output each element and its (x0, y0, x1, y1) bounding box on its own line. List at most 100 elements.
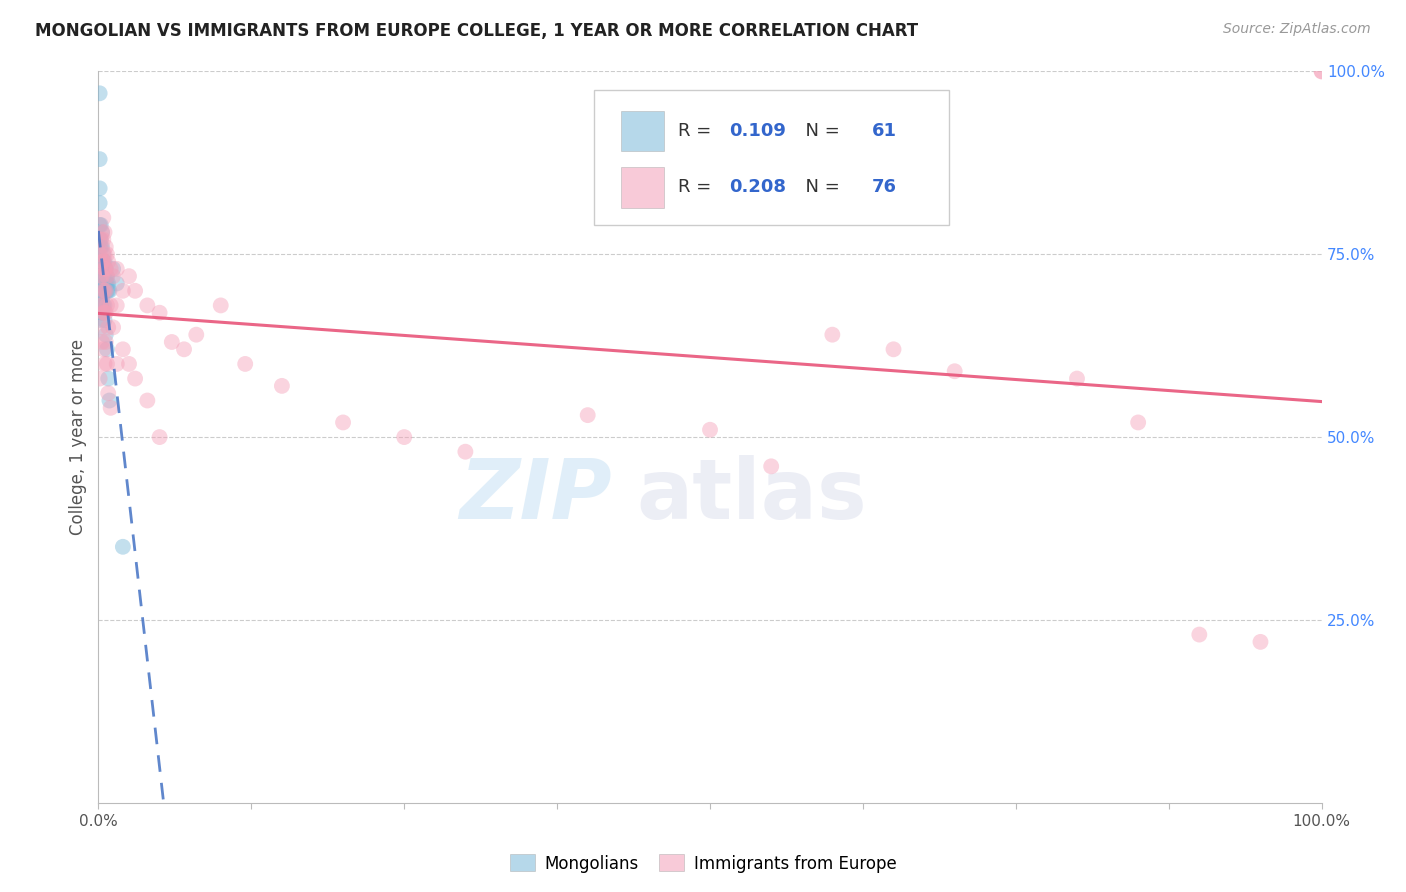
Point (91, 254, 114, 268)
Point (96, 298, 118, 312)
Point (90, 269, 112, 284)
Point (90, 320, 112, 334)
Text: Source: ZipAtlas.com: Source: ZipAtlas.com (1223, 22, 1371, 37)
Point (89, 247, 111, 261)
Point (91, 254, 114, 268)
Point (91, 343, 114, 357)
Point (97, 277, 120, 291)
Point (160, 334, 183, 349)
Point (1066, 371, 1088, 385)
Point (101, 269, 124, 284)
Point (91, 233, 114, 247)
Point (98, 393, 121, 408)
Point (111, 343, 134, 357)
Point (454, 444, 477, 458)
Point (91, 284, 114, 298)
Point (89, 269, 111, 284)
FancyBboxPatch shape (620, 168, 664, 208)
Point (93, 313, 115, 327)
Point (136, 393, 159, 408)
Point (149, 430, 172, 444)
Point (111, 540, 134, 554)
Point (89, 284, 111, 298)
FancyBboxPatch shape (620, 111, 664, 151)
Point (93, 284, 115, 298)
Point (91, 269, 114, 284)
Point (93, 277, 115, 291)
Point (90, 313, 112, 327)
Point (89, 152, 111, 166)
Text: 76: 76 (872, 178, 897, 196)
Legend: Mongolians, Immigrants from Europe: Mongolians, Immigrants from Europe (503, 847, 903, 880)
Point (91, 254, 114, 268)
Point (90, 261, 112, 276)
Point (93, 261, 115, 276)
Point (93, 284, 115, 298)
Point (1310, 64, 1333, 78)
Point (96, 357, 118, 371)
Point (270, 379, 294, 393)
Point (93, 357, 115, 371)
Point (96, 247, 118, 261)
Point (124, 284, 146, 298)
Point (91, 277, 114, 291)
Point (821, 327, 844, 342)
Point (1128, 416, 1150, 430)
Point (94, 269, 117, 284)
Point (91, 284, 114, 298)
Point (91, 298, 114, 312)
Point (576, 408, 599, 422)
Point (101, 261, 124, 276)
Point (91, 247, 114, 261)
Point (90, 284, 112, 298)
Point (91, 211, 114, 225)
Text: atlas: atlas (637, 455, 868, 536)
Point (90, 218, 112, 232)
Point (96, 269, 118, 284)
Point (761, 459, 783, 474)
Point (332, 416, 354, 430)
Point (90, 233, 112, 247)
Point (91, 284, 114, 298)
Text: 61: 61 (872, 121, 897, 140)
Point (209, 298, 232, 312)
Point (90, 269, 112, 284)
Point (91, 225, 114, 239)
Point (883, 343, 905, 357)
Point (105, 357, 128, 371)
Point (96, 277, 118, 291)
Point (105, 277, 128, 291)
Point (89, 371, 111, 385)
Text: R =: R = (678, 121, 717, 140)
Point (94, 284, 117, 298)
Point (943, 364, 966, 378)
Text: N =: N = (794, 178, 846, 196)
Point (94, 240, 117, 254)
Point (94, 327, 117, 342)
Text: MONGOLIAN VS IMMIGRANTS FROM EUROPE COLLEGE, 1 YEAR OR MORE CORRELATION CHART: MONGOLIAN VS IMMIGRANTS FROM EUROPE COLL… (35, 22, 918, 40)
Point (97, 386, 120, 401)
Point (94, 261, 117, 276)
Point (91, 225, 114, 239)
Point (96, 269, 118, 284)
Point (96, 343, 118, 357)
Point (91, 254, 114, 268)
Point (1249, 635, 1271, 649)
Point (124, 371, 146, 385)
Text: R =: R = (678, 178, 717, 196)
Point (90, 240, 112, 254)
Point (105, 298, 128, 312)
Point (1310, 64, 1333, 78)
Point (100, 261, 122, 276)
Point (93, 306, 115, 320)
Text: 0.208: 0.208 (730, 178, 786, 196)
Text: N =: N = (794, 121, 846, 140)
Point (97, 320, 120, 334)
Point (98, 284, 121, 298)
Point (89, 254, 111, 268)
Point (89, 233, 111, 247)
Point (91, 240, 114, 254)
Y-axis label: College, 1 year or more: College, 1 year or more (69, 339, 87, 535)
Point (97, 254, 120, 268)
FancyBboxPatch shape (593, 89, 949, 225)
